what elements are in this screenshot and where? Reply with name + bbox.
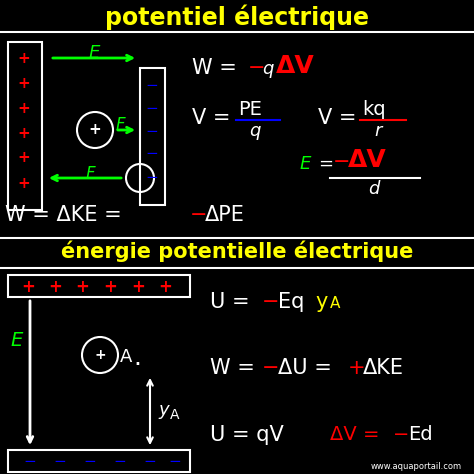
Text: W = ΔKE =: W = ΔKE = [5,205,128,225]
Text: −: − [169,454,182,468]
Text: y: y [315,292,328,312]
Bar [8,450,190,472]
Text: +: + [21,278,35,296]
Text: U = qV: U = qV [210,425,284,445]
Text: E: E [10,330,22,349]
Text: −: − [54,454,66,468]
Text: −: − [190,205,208,225]
Text: −: − [83,454,96,468]
Text: y: y [158,401,169,419]
Text: +: + [18,100,30,116]
Text: ΔKE: ΔKE [363,358,404,378]
Text: −: − [262,292,280,312]
Text: Eq: Eq [278,292,304,312]
Text: ΔU =: ΔU = [278,358,338,378]
Text: −: − [262,358,280,378]
Text: −: − [333,152,350,172]
Text: +: + [158,278,172,296]
Text: Ed: Ed [408,425,433,444]
Text: r: r [374,122,382,140]
Text: U =: U = [210,292,256,312]
Text: +: + [94,348,106,362]
Text: −: − [146,100,158,116]
Text: +: + [75,278,89,296]
Text: q: q [249,122,260,140]
Text: PE: PE [238,100,262,119]
Text: −: − [146,124,158,138]
Text: +: + [18,175,30,191]
Text: +: + [18,75,30,91]
Text: .: . [133,346,141,370]
Text: −: − [393,425,410,444]
Text: q: q [262,60,273,78]
Text: +: + [18,51,30,65]
Text: +: + [89,122,101,137]
Text: A: A [330,296,340,311]
Text: −: − [248,58,265,78]
Text: E: E [88,44,100,62]
Text: −: − [146,146,158,162]
Text: W =: W = [192,58,244,78]
Text: +: + [131,278,145,296]
Text: www.aquaportail.com: www.aquaportail.com [371,462,462,471]
Text: V =: V = [318,108,363,128]
Text: −: − [24,454,36,468]
Text: d: d [368,180,379,198]
Text: −: − [146,170,158,184]
Text: +: + [103,278,117,296]
Text: potentiel électrique: potentiel électrique [105,4,369,29]
Bar [8,42,42,210]
Bar [140,68,165,205]
Text: F: F [115,116,125,134]
Text: −: − [114,454,127,468]
Text: E: E [300,155,311,173]
Text: =: = [318,155,333,173]
Text: +: + [48,278,62,296]
Text: A: A [120,348,132,366]
Text: +: + [348,358,365,378]
Text: A: A [170,408,180,422]
Text: +: + [18,126,30,140]
Text: kq: kq [362,100,386,119]
Text: −: − [146,78,158,92]
Text: +: + [18,151,30,165]
Text: W =: W = [210,358,262,378]
Text: −: − [144,454,156,468]
Text: ΔV =: ΔV = [330,425,386,444]
Text: ΔV: ΔV [348,148,387,172]
Text: ΔPE: ΔPE [205,205,245,225]
Bar [8,275,190,297]
Text: F: F [85,165,95,183]
Text: V =: V = [192,108,237,128]
Text: énergie potentielle électrique: énergie potentielle électrique [61,241,413,263]
Text: ΔV: ΔV [276,54,315,78]
